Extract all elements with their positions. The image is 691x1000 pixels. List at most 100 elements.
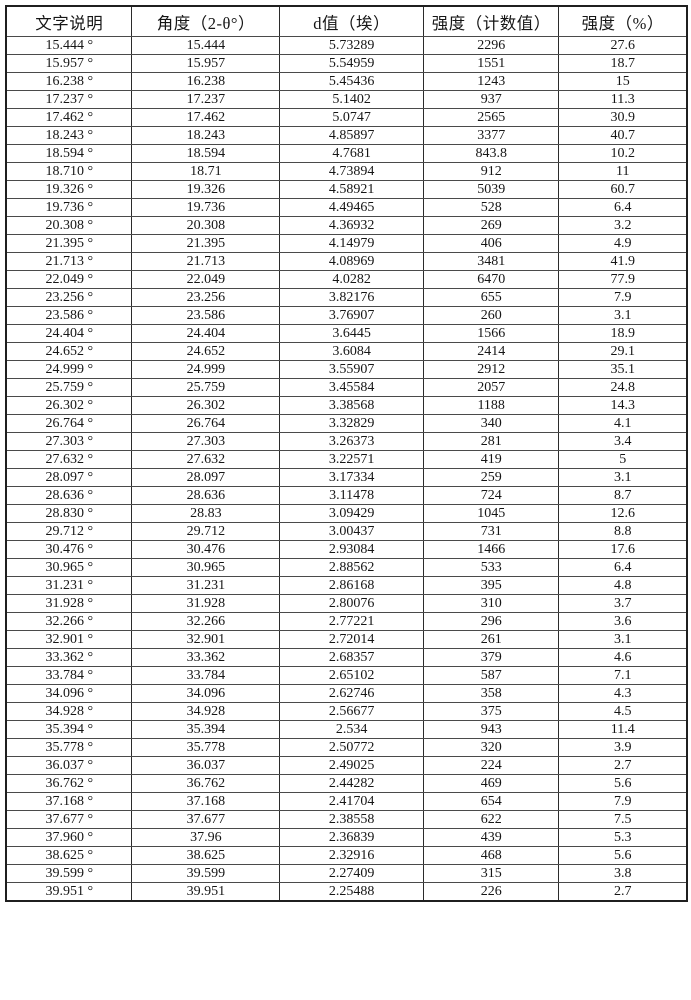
cell-intensity-counts: 226	[422, 882, 560, 902]
cell-intensity-percent: 3.1	[558, 630, 688, 649]
cell-angle-2theta: 19.736	[131, 198, 281, 217]
cell-angle-2theta: 30.476	[131, 540, 281, 559]
cell-d-value-angstrom: 2.41704	[279, 792, 424, 811]
table-row: 21.395 ° 21.395 4.14979 406 4.9	[5, 234, 688, 253]
cell-text-label: 39.951 °	[5, 882, 133, 902]
cell-d-value-angstrom: 2.49025	[279, 756, 424, 775]
cell-angle-2theta: 29.712	[131, 522, 281, 541]
cell-text-label: 39.599 °	[5, 864, 133, 883]
cell-intensity-counts: 406	[422, 234, 560, 253]
cell-intensity-counts: 1551	[422, 54, 560, 73]
cell-text-label: 19.326 °	[5, 180, 133, 199]
cell-d-value-angstrom: 2.32916	[279, 846, 424, 865]
cell-angle-2theta: 21.395	[131, 234, 281, 253]
cell-intensity-percent: 8.7	[558, 486, 688, 505]
column-header-text-label: 文字说明	[5, 5, 133, 37]
cell-text-label: 18.243 °	[5, 126, 133, 145]
cell-angle-2theta: 33.362	[131, 648, 281, 667]
cell-d-value-angstrom: 3.55907	[279, 360, 424, 379]
cell-angle-2theta: 18.243	[131, 126, 281, 145]
cell-angle-2theta: 24.652	[131, 342, 281, 361]
cell-angle-2theta: 26.764	[131, 414, 281, 433]
cell-intensity-counts: 281	[422, 432, 560, 451]
cell-intensity-counts: 310	[422, 594, 560, 613]
cell-d-value-angstrom: 3.82176	[279, 288, 424, 307]
table-row: 39.599 ° 39.599 2.27409 315 3.8	[5, 864, 688, 883]
cell-d-value-angstrom: 2.56677	[279, 702, 424, 721]
cell-d-value-angstrom: 4.36932	[279, 216, 424, 235]
cell-angle-2theta: 21.713	[131, 252, 281, 271]
cell-intensity-counts: 731	[422, 522, 560, 541]
table-row: 28.830 ° 28.83 3.09429 1045 12.6	[5, 504, 688, 523]
table-row: 19.326 ° 19.326 4.58921 5039 60.7	[5, 180, 688, 199]
table-row: 35.778 ° 35.778 2.50772 320 3.9	[5, 738, 688, 757]
cell-d-value-angstrom: 3.32829	[279, 414, 424, 433]
cell-text-label: 33.362 °	[5, 648, 133, 667]
cell-intensity-counts: 261	[422, 630, 560, 649]
cell-text-label: 15.957 °	[5, 54, 133, 73]
table-row: 18.710 ° 18.71 4.73894 912 11	[5, 162, 688, 181]
cell-intensity-percent: 12.6	[558, 504, 688, 523]
table-row: 33.362 ° 33.362 2.68357 379 4.6	[5, 648, 688, 667]
cell-intensity-percent: 15	[558, 72, 688, 91]
cell-intensity-counts: 419	[422, 450, 560, 469]
cell-angle-2theta: 17.237	[131, 90, 281, 109]
cell-angle-2theta: 28.636	[131, 486, 281, 505]
cell-angle-2theta: 31.928	[131, 594, 281, 613]
cell-text-label: 33.784 °	[5, 666, 133, 685]
table-row: 37.677 ° 37.677 2.38558 622 7.5	[5, 810, 688, 829]
cell-angle-2theta: 26.302	[131, 396, 281, 415]
cell-angle-2theta: 17.462	[131, 108, 281, 127]
cell-text-label: 36.762 °	[5, 774, 133, 793]
cell-d-value-angstrom: 5.45436	[279, 72, 424, 91]
cell-intensity-counts: 655	[422, 288, 560, 307]
cell-angle-2theta: 37.168	[131, 792, 281, 811]
table-row: 29.712 ° 29.712 3.00437 731 8.8	[5, 522, 688, 541]
cell-angle-2theta: 18.594	[131, 144, 281, 163]
cell-intensity-counts: 2565	[422, 108, 560, 127]
cell-angle-2theta: 36.762	[131, 774, 281, 793]
cell-intensity-counts: 358	[422, 684, 560, 703]
cell-angle-2theta: 27.303	[131, 432, 281, 451]
cell-intensity-percent: 3.9	[558, 738, 688, 757]
cell-angle-2theta: 37.677	[131, 810, 281, 829]
cell-text-label: 29.712 °	[5, 522, 133, 541]
table-row: 30.965 ° 30.965 2.88562 533 6.4	[5, 558, 688, 577]
xrd-peak-table: 文字说明 角度（2-θ°） d值（埃） 强度（计数值） 强度（%） 15.444…	[5, 5, 688, 902]
cell-intensity-counts: 315	[422, 864, 560, 883]
cell-intensity-counts: 843.8	[422, 144, 560, 163]
cell-text-label: 25.759 °	[5, 378, 133, 397]
cell-intensity-counts: 1466	[422, 540, 560, 559]
cell-d-value-angstrom: 4.49465	[279, 198, 424, 217]
table-row: 23.256 ° 23.256 3.82176 655 7.9	[5, 288, 688, 307]
cell-angle-2theta: 39.951	[131, 882, 281, 902]
cell-intensity-counts: 296	[422, 612, 560, 631]
cell-intensity-counts: 375	[422, 702, 560, 721]
cell-angle-2theta: 32.266	[131, 612, 281, 631]
cell-intensity-percent: 4.5	[558, 702, 688, 721]
cell-intensity-percent: 18.9	[558, 324, 688, 343]
cell-intensity-percent: 4.6	[558, 648, 688, 667]
table-row: 18.594 ° 18.594 4.7681 843.8 10.2	[5, 144, 688, 163]
cell-angle-2theta: 18.71	[131, 162, 281, 181]
cell-intensity-percent: 5.6	[558, 846, 688, 865]
cell-d-value-angstrom: 4.85897	[279, 126, 424, 145]
cell-intensity-percent: 4.9	[558, 234, 688, 253]
cell-text-label: 38.625 °	[5, 846, 133, 865]
cell-text-label: 34.928 °	[5, 702, 133, 721]
cell-d-value-angstrom: 4.14979	[279, 234, 424, 253]
cell-d-value-angstrom: 2.72014	[279, 630, 424, 649]
cell-angle-2theta: 35.778	[131, 738, 281, 757]
table-row: 20.308 ° 20.308 4.36932 269 3.2	[5, 216, 688, 235]
table-row: 36.762 ° 36.762 2.44282 469 5.6	[5, 774, 688, 793]
table-row: 34.928 ° 34.928 2.56677 375 4.5	[5, 702, 688, 721]
cell-intensity-counts: 937	[422, 90, 560, 109]
cell-intensity-counts: 269	[422, 216, 560, 235]
cell-text-label: 32.901 °	[5, 630, 133, 649]
cell-text-label: 31.231 °	[5, 576, 133, 595]
table-row: 26.302 ° 26.302 3.38568 1188 14.3	[5, 396, 688, 415]
cell-text-label: 21.713 °	[5, 252, 133, 271]
table-row: 17.237 ° 17.237 5.1402 937 11.3	[5, 90, 688, 109]
cell-intensity-percent: 77.9	[558, 270, 688, 289]
